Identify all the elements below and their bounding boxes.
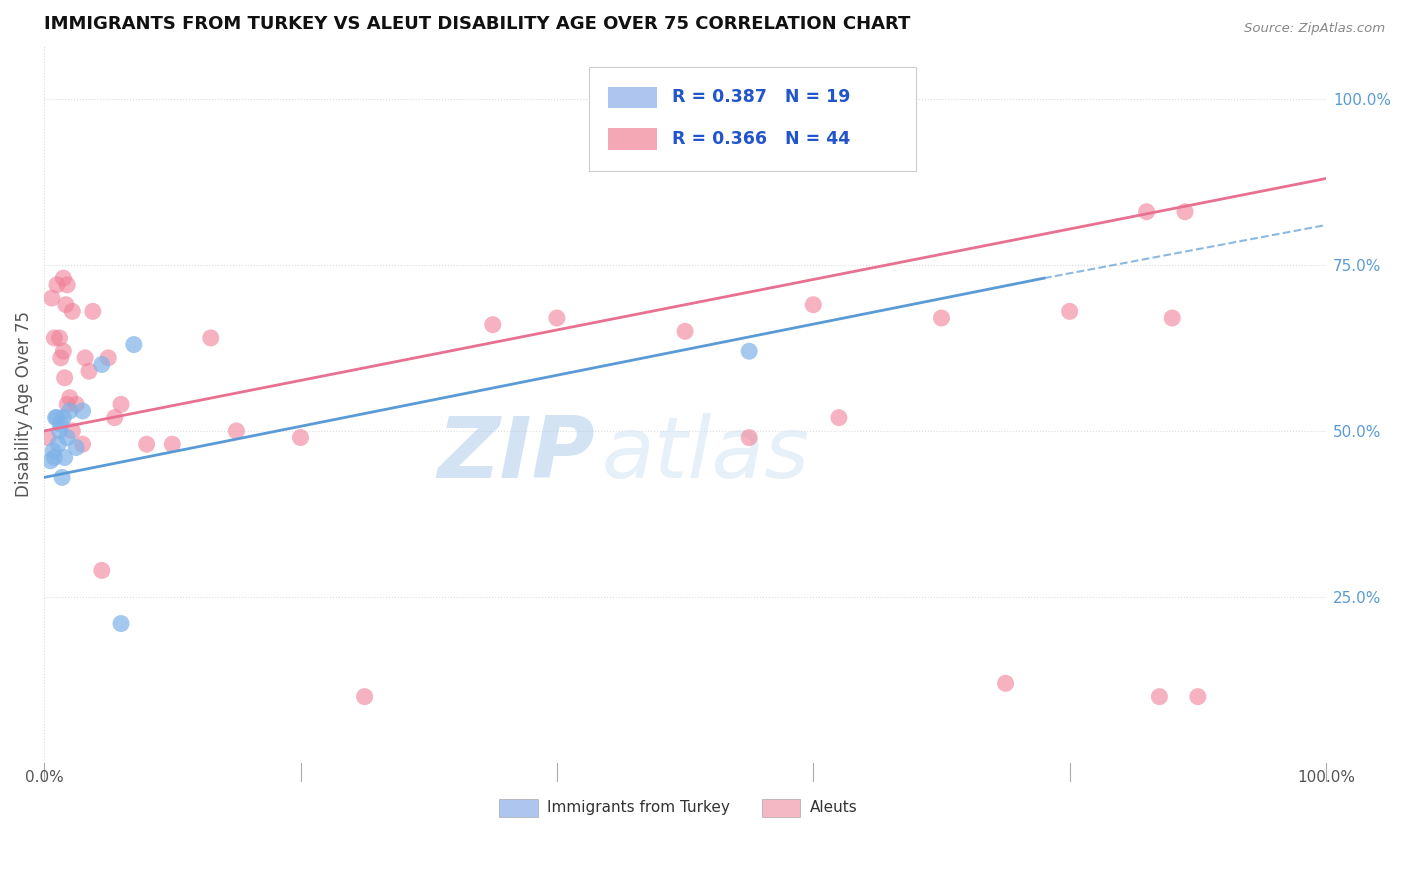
Point — [56, 431, 79, 445]
Point — [738, 431, 761, 445]
Point — [52, 271, 75, 285]
Point — [1059, 304, 1081, 318]
Point — [801, 298, 824, 312]
Point — [122, 337, 145, 351]
Point — [104, 410, 127, 425]
Point — [828, 410, 851, 425]
Point — [60, 424, 83, 438]
Point — [72, 404, 94, 418]
Point — [290, 431, 312, 445]
Point — [59, 391, 82, 405]
Point — [46, 437, 69, 451]
Text: Source: ZipAtlas.com: Source: ZipAtlas.com — [1244, 22, 1385, 36]
Point — [56, 397, 79, 411]
Point — [135, 437, 157, 451]
Point — [45, 277, 67, 292]
Text: atlas: atlas — [602, 413, 810, 496]
Point — [1149, 690, 1171, 704]
Y-axis label: Disability Age Over 75: Disability Age Over 75 — [15, 311, 32, 498]
Point — [44, 331, 66, 345]
Point — [72, 437, 94, 451]
Point — [225, 424, 247, 438]
Point — [1174, 204, 1197, 219]
Point — [53, 371, 76, 385]
Text: R = 0.366   N = 44: R = 0.366 N = 44 — [672, 130, 851, 148]
Bar — [762, 799, 800, 817]
Point — [75, 351, 97, 365]
Point — [42, 443, 65, 458]
Point — [45, 410, 67, 425]
Point — [546, 311, 568, 326]
Point — [53, 450, 76, 465]
Point — [200, 331, 222, 345]
Point — [49, 351, 72, 365]
Point — [77, 364, 100, 378]
Point — [60, 304, 83, 318]
Bar — [499, 799, 537, 817]
Point — [1187, 690, 1209, 704]
Point — [97, 351, 120, 365]
Point — [55, 298, 77, 312]
Text: IMMIGRANTS FROM TURKEY VS ALEUT DISABILITY AGE OVER 75 CORRELATION CHART: IMMIGRANTS FROM TURKEY VS ALEUT DISABILI… — [44, 15, 911, 33]
Text: Immigrants from Turkey: Immigrants from Turkey — [547, 800, 730, 815]
Point — [39, 454, 62, 468]
FancyBboxPatch shape — [589, 67, 915, 171]
Text: Aleuts: Aleuts — [810, 800, 858, 815]
Point — [52, 410, 75, 425]
Point — [90, 563, 112, 577]
Point — [59, 404, 82, 418]
Point — [51, 470, 73, 484]
Point — [994, 676, 1017, 690]
Point — [673, 324, 696, 338]
Point — [82, 304, 104, 318]
Point — [1161, 311, 1184, 326]
Point — [65, 397, 87, 411]
Point — [45, 410, 67, 425]
Text: ZIP: ZIP — [437, 413, 595, 496]
Point — [738, 344, 761, 359]
Point — [90, 358, 112, 372]
Bar — [609, 128, 657, 150]
Point — [481, 318, 503, 332]
Point — [37, 431, 59, 445]
Point — [353, 690, 375, 704]
Point — [49, 417, 72, 432]
Point — [48, 424, 70, 438]
Point — [162, 437, 184, 451]
Point — [1135, 204, 1157, 219]
Point — [41, 291, 63, 305]
Point — [48, 331, 70, 345]
Point — [44, 450, 66, 465]
Point — [110, 397, 132, 411]
Point — [52, 344, 75, 359]
Point — [110, 616, 132, 631]
Text: R = 0.387   N = 19: R = 0.387 N = 19 — [672, 88, 851, 106]
Point — [931, 311, 953, 326]
Point — [56, 277, 79, 292]
Bar — [609, 87, 657, 108]
Point — [65, 441, 87, 455]
